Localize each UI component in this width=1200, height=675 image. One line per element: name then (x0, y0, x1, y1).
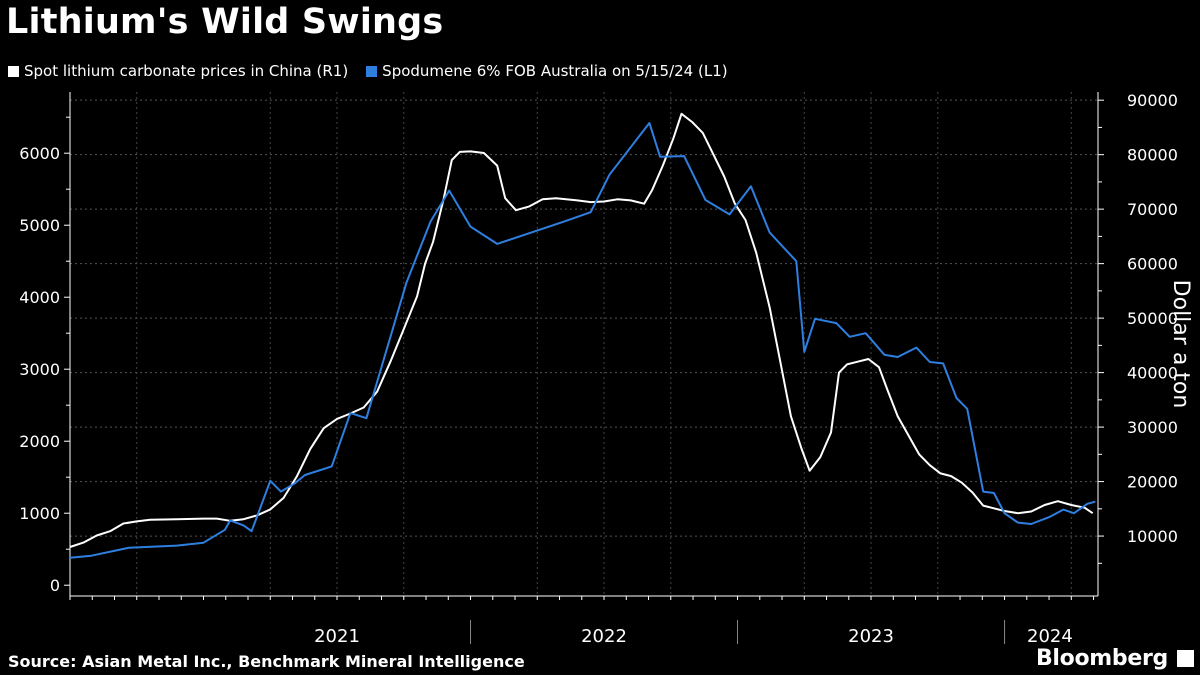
left-axis-tick-label: 6000 (19, 144, 60, 163)
bloomberg-logo: Bloomberg (1035, 646, 1168, 671)
right-axis-tick-label: 40000 (1127, 364, 1178, 383)
right-axis-tick-label: 10000 (1127, 527, 1178, 546)
right-axis-tick-label: 30000 (1127, 418, 1178, 437)
legend-item-spodumene: Spodumene 6% FOB Australia on 5/15/24 (L… (366, 62, 728, 80)
left-axis-tick-label: 5000 (19, 216, 60, 235)
left-axis-tick-label: 4000 (19, 288, 60, 307)
series-line-lithium-carbonate (69, 112, 1094, 548)
left-axis-tick-label: 2000 (19, 432, 60, 451)
x-axis-year-label: 2024 (1027, 626, 1073, 647)
right-axis-tick-label: 80000 (1127, 146, 1178, 165)
legend-label-lithium-carbonate: Spot lithium carbonate prices in China (… (24, 62, 349, 80)
x-axis-year-label: 2023 (848, 626, 894, 647)
source-note: Source: Asian Metal Inc., Benchmark Mine… (8, 652, 525, 671)
legend-label-spodumene: Spodumene 6% FOB Australia on 5/15/24 (L… (382, 62, 728, 80)
legend-item-lithium-carbonate: Spot lithium carbonate prices in China (… (8, 62, 348, 80)
x-axis-year-label: 2022 (581, 626, 627, 647)
right-axis-tick-label: 50000 (1127, 309, 1178, 328)
left-axis-tick-label: 3000 (19, 360, 60, 379)
right-axis-title: Dollar a ton (1168, 280, 1193, 409)
right-axis-tick-label: 70000 (1127, 200, 1178, 219)
right-axis-tick-label: 90000 (1127, 91, 1178, 110)
chart-title: Lithium's Wild Swings (6, 2, 444, 42)
series-line-spodumene (69, 122, 1096, 559)
chart-legend: Spot lithium carbonate prices in China (… (8, 62, 728, 80)
left-axis-tick-label: 1000 (19, 504, 60, 523)
right-axis-tick-label: 20000 (1127, 473, 1178, 492)
legend-swatch-white (8, 65, 19, 77)
right-axis-tick-label: 60000 (1127, 255, 1178, 274)
bloomberg-mark-icon (1177, 650, 1194, 667)
x-axis-year-label: 2021 (314, 626, 360, 647)
left-axis-tick-label: 0 (50, 576, 60, 595)
legend-swatch-blue (366, 65, 378, 77)
